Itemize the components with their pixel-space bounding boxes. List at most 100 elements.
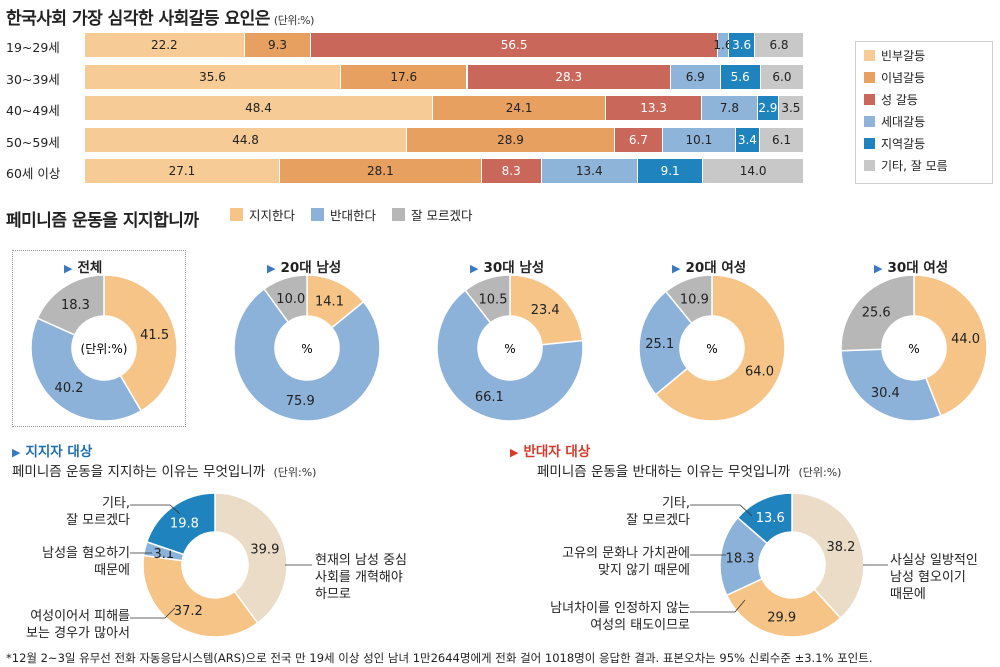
bar-segment: 44.8 bbox=[85, 127, 408, 152]
overall-pie-frame bbox=[12, 250, 186, 427]
bar-segment: 1.6 bbox=[713, 33, 733, 57]
annotation-line: 사실상 일방적인 bbox=[890, 553, 978, 568]
reason-annotation: 기타, 잘 모르겠다 bbox=[580, 495, 690, 529]
legend-item: 빈부갈등 bbox=[864, 48, 992, 63]
bar-segment: 5.6 bbox=[720, 64, 761, 89]
oppose-question-text: 페미니즘 운동을 반대하는 이유는 무엇입니까 bbox=[537, 464, 791, 480]
legend-label: 빈부갈등 bbox=[881, 49, 926, 63]
bar-segment: 9.3 bbox=[244, 33, 312, 57]
slice-value-label: 44.0 bbox=[951, 332, 980, 347]
annotation-line: 기타, bbox=[661, 496, 690, 511]
slice-value-label: 37.2 bbox=[174, 604, 203, 619]
donut-chart: 64.0 25.1 10.9% bbox=[638, 274, 786, 422]
triangle-icon: ▶ bbox=[470, 262, 479, 275]
triangle-icon: ▶ bbox=[672, 262, 681, 275]
donut-chart: 41.5 40.2 18.3 (단위:%) bbox=[30, 274, 178, 422]
pie-legend-swatch bbox=[392, 208, 406, 221]
bar-segment: 7.8 bbox=[701, 96, 758, 120]
donut-center-label: % bbox=[301, 342, 312, 356]
annotation-line: 잘 모르겠다 bbox=[626, 513, 690, 528]
annotation-line: 하므로 bbox=[315, 587, 351, 602]
bar-segment: 35.6 bbox=[85, 64, 341, 89]
pie-title: ▶ 전체 bbox=[64, 256, 102, 276]
legend-swatch bbox=[864, 72, 875, 83]
annotation-line: 남성을 혐오하기 bbox=[42, 546, 130, 561]
donut-center-label: % bbox=[706, 342, 717, 356]
annotation-line: 여성이어서 피해를 bbox=[30, 609, 130, 624]
slice-value-label: 41.5 bbox=[140, 328, 169, 343]
pie-legend-swatch bbox=[230, 208, 243, 221]
pie-legend: 지지한다 반대한다 잘 모르겠다 bbox=[230, 205, 489, 224]
legend-swatch bbox=[864, 94, 875, 105]
pie-title-text: 20대 남성 bbox=[280, 260, 342, 276]
pie-slice bbox=[263, 274, 308, 324]
bar-segment: 9.1 bbox=[637, 159, 704, 183]
slice-value-label: 10.5 bbox=[479, 292, 508, 307]
bar-category-label: 60세 이상 bbox=[6, 166, 61, 181]
bar-segment: 13.4 bbox=[541, 159, 638, 183]
legend-label: 지역갈등 bbox=[881, 137, 926, 151]
bar-segment: 24.1 bbox=[432, 96, 607, 120]
legend-swatch bbox=[864, 116, 875, 127]
bar-segment: 6.1 bbox=[760, 127, 804, 152]
annotation-line: 고유의 문화나 가치관에 bbox=[562, 546, 690, 561]
legend-label: 기타, 잘 모름 bbox=[881, 159, 948, 173]
slice-value-label: 64.0 bbox=[745, 364, 774, 379]
support-question: 페미니즘 운동을 지지하는 이유는 무엇입니까 (단위:%) bbox=[12, 460, 316, 480]
triangle-icon: ▶ bbox=[64, 262, 73, 275]
pie-title: ▶ 20대 여성 bbox=[672, 256, 746, 276]
annotation-line: 여성의 태도이므로 bbox=[590, 618, 690, 633]
reason-annotation: 현재의 남성 중심 사회를 개혁해야 하므로 bbox=[315, 552, 455, 603]
donut-chart: 44.0 30.4 25.6% bbox=[840, 274, 988, 422]
reason-annotation: 사실상 일방적인 남성 혐오이기 때문에 bbox=[890, 552, 1000, 603]
bar-segment: 14.0 bbox=[703, 159, 804, 183]
legend-item: 지역갈등 bbox=[864, 136, 992, 151]
pie-legend-label: 반대한다 bbox=[330, 208, 377, 223]
triangle-icon: ▶ bbox=[510, 446, 519, 459]
bar-category-label: 40~49세 bbox=[6, 103, 60, 118]
annotation-line: 잘 모르겠다 bbox=[66, 513, 130, 528]
bar-chart-title: 한국사회 가장 심각한 사회갈등 요인은 (단위:%) bbox=[6, 4, 314, 29]
pie-slice bbox=[654, 274, 786, 422]
legend-swatch bbox=[864, 50, 875, 61]
support-unit: (단위:%) bbox=[273, 466, 317, 479]
bar-segment: 28.1 bbox=[279, 159, 482, 183]
bar-segment: 13.3 bbox=[606, 96, 702, 120]
reason-annotation: 기타, 잘 모르겠다 bbox=[20, 495, 130, 529]
pie-slice bbox=[840, 274, 915, 352]
bar-segment: 6.8 bbox=[755, 33, 804, 57]
bar-segment: 28.3 bbox=[467, 64, 671, 89]
donut-center-label: % bbox=[504, 342, 515, 356]
slice-value-label: 3.1 bbox=[154, 547, 175, 562]
pie-title: ▶ 20대 남성 bbox=[267, 256, 341, 276]
pie-slice bbox=[664, 274, 713, 325]
annotation-line: 때문에 bbox=[94, 563, 130, 578]
slice-value-label: 66.1 bbox=[475, 390, 504, 405]
slice-value-label: 75.9 bbox=[286, 394, 315, 409]
pie-legend-item: 지지한다 bbox=[230, 205, 295, 224]
pie-slice bbox=[30, 317, 143, 422]
legend-swatch bbox=[864, 138, 875, 149]
bar-legend: 빈부갈등 이념갈등 성 갈등 세대갈등 지역갈등 기타, 잘 모름 bbox=[855, 41, 993, 184]
support-section-label: 지지자 대상 bbox=[25, 444, 93, 460]
annotation-line: 남녀차이를 인정하지 않는 bbox=[550, 601, 690, 616]
oppose-unit: (단위:%) bbox=[798, 466, 842, 479]
pie-slice bbox=[509, 274, 584, 346]
reason-annotation: 고유의 문화나 가치관에 맞지 않기 때문에 bbox=[520, 545, 690, 579]
bar-segment: 6.7 bbox=[614, 127, 664, 152]
slice-value-label: 23.4 bbox=[531, 303, 560, 318]
pie-slice bbox=[840, 348, 942, 422]
bar-segment: 17.6 bbox=[340, 64, 468, 89]
triangle-icon: ▶ bbox=[874, 262, 883, 275]
stacked-bar-chart: 19~29세 22.2 9.3 56.5 1.6 3.6 6.8 30~39세 35.6 17.6… bbox=[0, 28, 1000, 188]
legend-item: 이념갈등 bbox=[864, 70, 992, 85]
pie-legend-swatch bbox=[311, 208, 325, 221]
annotation-line: 보는 경우가 많아서 bbox=[26, 626, 130, 641]
slice-value-label: 25.1 bbox=[645, 337, 674, 352]
slice-value-label: 40.2 bbox=[55, 381, 84, 396]
bar-unit: (단위:%) bbox=[273, 14, 314, 27]
bar-category-label: 30~39세 bbox=[6, 71, 60, 87]
annotation-line: 남성 혐오이기 bbox=[890, 570, 966, 585]
slice-value-label: 19.8 bbox=[170, 516, 199, 531]
donut-center-label: (단위:%) bbox=[81, 342, 128, 356]
